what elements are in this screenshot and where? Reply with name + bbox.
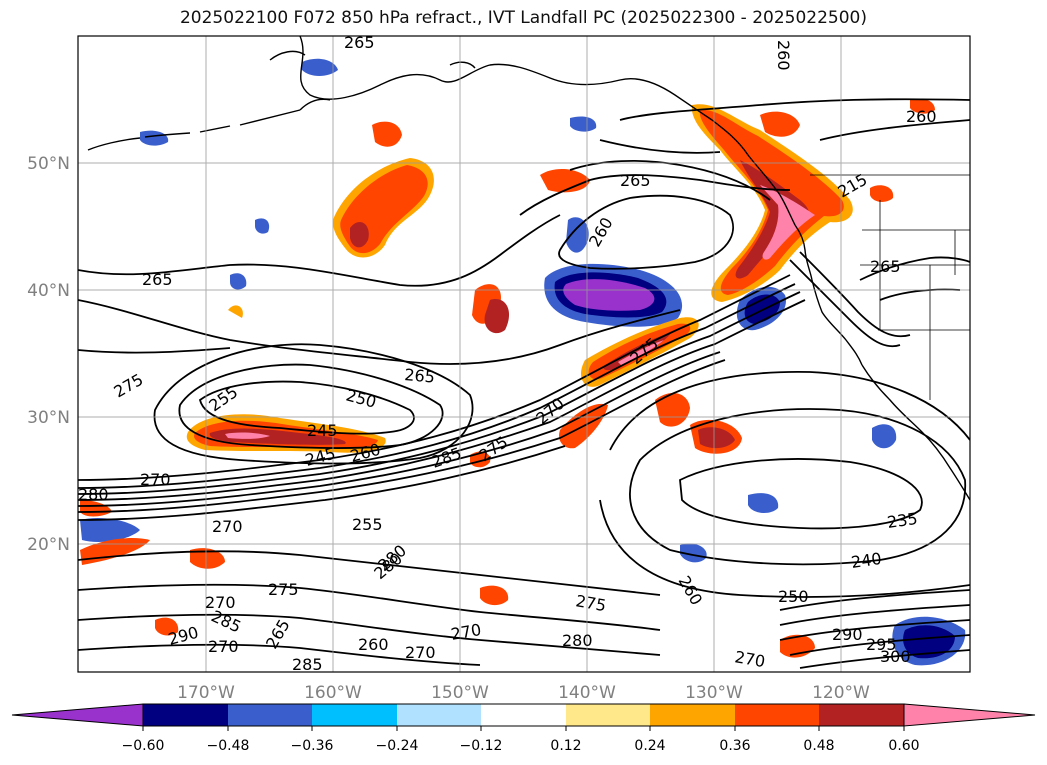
colorbar-extend-min xyxy=(11,703,144,727)
contour-label: 265 xyxy=(620,171,651,190)
contour-label: 240 xyxy=(850,549,883,572)
contour-label: 265 xyxy=(870,257,901,276)
colorbar-bin xyxy=(819,704,904,726)
colorbar-extend-max xyxy=(903,703,1036,727)
contour-label: 275 xyxy=(268,580,299,599)
lat-label-50n: 50°N xyxy=(27,154,70,174)
map-frame xyxy=(77,35,971,673)
colorbar-tick-label: −0.48 xyxy=(207,738,250,754)
map-title: 2025022100 F072 850 hPa refract., IVT La… xyxy=(179,8,867,28)
contour-label: 270 xyxy=(140,470,171,489)
lat-label-40n: 40°N xyxy=(27,281,70,301)
colorbar-tick-label: 0.24 xyxy=(634,738,665,754)
contour-label: 265 xyxy=(344,33,375,52)
contour-label: 235 xyxy=(886,509,919,532)
colorbar-bin xyxy=(650,704,735,726)
contour-label: 245 xyxy=(307,421,338,440)
contour-label: 265 xyxy=(404,365,436,387)
contour-label: 270 xyxy=(405,643,436,662)
contour-label: 260 xyxy=(906,107,937,126)
colorbar-tick-label: −0.24 xyxy=(376,738,419,754)
contour-label: 265 xyxy=(142,270,173,289)
lon-label-170w: 170°W xyxy=(177,683,235,703)
contour-label: 280 xyxy=(562,631,593,650)
contour-label: 270 xyxy=(212,517,243,536)
colorbar-tick-label: 0.48 xyxy=(803,738,834,754)
shaded-anomaly-field xyxy=(80,58,966,666)
longitude-labels: 170°W 160°W 150°W 140°W 130°W 120°W xyxy=(177,683,870,703)
refractivity-contours xyxy=(78,98,970,669)
colorbar-tick-label: −0.60 xyxy=(122,738,165,754)
lon-label-150w: 150°W xyxy=(431,683,489,703)
contour-label: 260 xyxy=(358,635,389,654)
contour-label: 250 xyxy=(778,587,809,606)
colorbar-tick-label: −0.36 xyxy=(291,738,334,754)
colorbar-bin xyxy=(397,704,481,726)
lon-label-130w: 130°W xyxy=(685,683,743,703)
contour-label: 290 xyxy=(832,625,863,644)
colorbar-bin xyxy=(143,704,228,726)
lat-label-30n: 30°N xyxy=(27,408,70,428)
contour-label: 270 xyxy=(208,637,239,656)
colorbar-bin xyxy=(735,704,819,726)
colorbar-tick-label: 0.36 xyxy=(719,738,750,754)
colorbar: −0.60 −0.48 −0.36 −0.24 −0.12 0.12 0.24 … xyxy=(11,703,1036,754)
lon-label-140w: 140°W xyxy=(558,683,616,703)
contour-label: 270 xyxy=(205,593,236,612)
colorbar-bin xyxy=(481,704,566,726)
colorbar-tick-label: −0.12 xyxy=(460,738,503,754)
lon-label-120w: 120°W xyxy=(812,683,870,703)
lat-label-20n: 20°N xyxy=(27,535,70,555)
colorbar-tick-label: 0.60 xyxy=(888,738,919,754)
contour-label: 255 xyxy=(352,515,383,534)
lon-label-160w: 160°W xyxy=(304,683,362,703)
contour-label: 295 xyxy=(866,635,897,654)
contour-label: 300 xyxy=(880,647,911,666)
colorbar-tick-label: 0.12 xyxy=(550,738,581,754)
contour-label: 285 xyxy=(292,655,323,674)
colorbar-bin xyxy=(566,704,650,726)
colorbar-bin xyxy=(228,704,312,726)
contour-label: 260 xyxy=(774,40,793,71)
latitude-labels: 50°N 40°N 30°N 20°N xyxy=(27,154,70,555)
map-plot: 265 260 265 260 265 275 255 265 250 245 … xyxy=(78,33,970,674)
contour-label: 280 xyxy=(78,485,109,504)
colorbar-bin xyxy=(312,704,397,726)
map-gridlines xyxy=(78,36,970,672)
coastline xyxy=(87,36,970,501)
